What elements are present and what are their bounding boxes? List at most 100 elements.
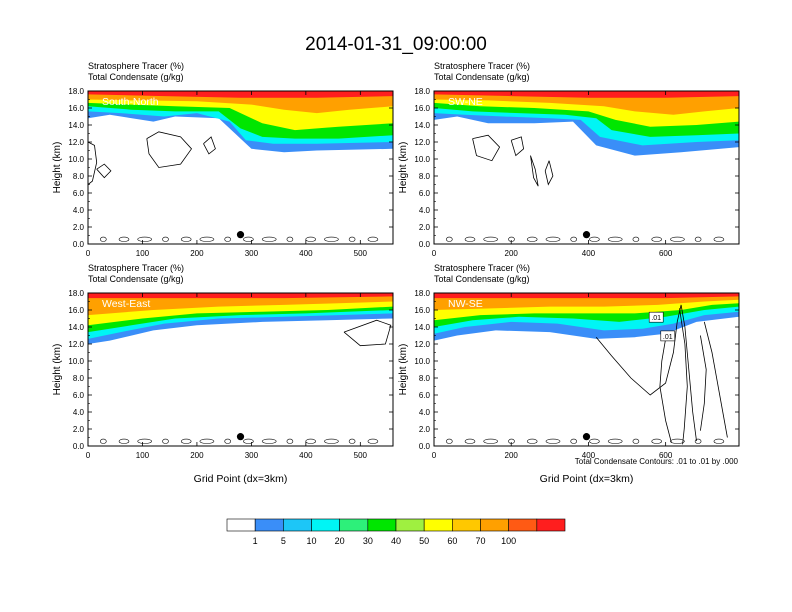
tracer-band-100: [434, 91, 739, 98]
condensate-contour: [651, 236, 663, 242]
condensate-contour: [670, 438, 685, 444]
location-marker: [582, 433, 591, 441]
condensate-contour: [595, 304, 697, 441]
condensate-contour: [483, 236, 499, 242]
y-tick-label: 10.0: [68, 357, 84, 366]
plot-area: [88, 91, 393, 244]
x-axis-label: Grid Point (dx=3km): [540, 473, 634, 485]
condensate-contour: [203, 136, 216, 155]
contour-label: .01: [651, 315, 661, 322]
condensate-contour: [367, 236, 379, 242]
condensate-contour: [118, 438, 130, 444]
condensate-contour: [670, 236, 685, 242]
condensate-contour: [96, 163, 112, 179]
y-tick-label: 6.0: [419, 189, 431, 198]
condensate-contour: [261, 236, 277, 242]
x-tick-label: 100: [136, 451, 150, 460]
condensate-contour: [118, 236, 130, 242]
x-tick-label: 500: [354, 249, 368, 258]
colorbar-label: 20: [335, 536, 345, 546]
condensate-contour: [632, 236, 640, 242]
condensate-contour: [162, 438, 169, 444]
y-tick-label: 12.0: [68, 340, 84, 349]
y-tick-label: 10.0: [68, 155, 84, 164]
x-tick-label: 0: [432, 249, 437, 258]
condensate-contour: [632, 438, 640, 444]
y-tick-label: 12.0: [68, 138, 84, 147]
y-tick-label: 0.0: [419, 240, 431, 249]
y-tick-label: 16.0: [414, 104, 430, 113]
colorbar: 1 5 10 20 30 40 50 60 70 100: [226, 518, 566, 546]
condensate-contour: [348, 236, 356, 242]
y-tick-label: 8.0: [73, 374, 85, 383]
x-tick-label: 300: [245, 451, 259, 460]
condensate-contour: [324, 438, 339, 444]
y-tick-label: 0.0: [73, 442, 85, 451]
y-tick-label: 0.0: [73, 240, 85, 249]
plot-area: [434, 91, 739, 244]
condensate-contour: [589, 236, 600, 242]
x-tick-label: 300: [245, 249, 259, 258]
x-tick-label: 200: [190, 451, 204, 460]
colorbar-label: 10: [306, 536, 316, 546]
contour-label-box: [660, 330, 676, 342]
tracer-band-100: [88, 293, 393, 299]
y-tick-label: 4.0: [73, 408, 85, 417]
y-tick-label: 10.0: [414, 155, 430, 164]
condensate-contour: [694, 438, 702, 444]
condensate-contour: [261, 438, 277, 444]
colorbar-label: 1: [253, 536, 258, 546]
colorbar-label: 40: [391, 536, 401, 546]
condensate-contour: [199, 438, 215, 444]
condensate-contour: [530, 155, 539, 187]
tracer-band-70: [88, 293, 393, 316]
condensate-contour: [483, 438, 499, 444]
y-tick-label: 8.0: [419, 374, 431, 383]
y-tick-label: 10.0: [414, 357, 430, 366]
colorbar-segment: [283, 518, 312, 532]
y-tick-label: 6.0: [73, 189, 85, 198]
x-tick-label: 400: [299, 451, 313, 460]
colorbar-segment: [508, 518, 538, 532]
colorbar-label: 5: [281, 536, 286, 546]
x-tick-label: 600: [659, 451, 673, 460]
condensate-contour: [570, 236, 578, 242]
condensate-contour: [651, 438, 663, 444]
x-tick-label: 0: [86, 451, 91, 460]
condensate-contour: [545, 236, 561, 242]
panel-title-condensate: Total Condensate (g/kg): [88, 274, 184, 284]
location-marker: [236, 433, 245, 441]
condensate-contour: [137, 236, 152, 242]
colorbar-label: 70: [475, 536, 485, 546]
condensate-contour: [510, 136, 525, 157]
location-marker: [236, 231, 245, 239]
x-tick-label: 200: [505, 249, 519, 258]
y-tick-label: 4.0: [419, 206, 431, 215]
x-tick-label: 100: [136, 249, 150, 258]
condensate-contour: [679, 308, 688, 445]
colorbar-label: 30: [363, 536, 373, 546]
contour-label-box: [648, 311, 664, 323]
condensate-contour: [589, 438, 600, 444]
y-tick-label: 6.0: [419, 391, 431, 400]
y-tick-label: 2.0: [419, 425, 431, 434]
condensate-contour: [88, 141, 98, 185]
chart-panel-west-east: Stratosphere Tracer (%)Total Condensate …: [52, 263, 394, 485]
panel-title-tracer: Stratosphere Tracer (%): [88, 263, 184, 273]
colorbar-label: 60: [447, 536, 457, 546]
condensate-contour: [199, 236, 215, 242]
condensate-contour: [464, 438, 476, 444]
y-axis-label: Height (km): [398, 142, 409, 194]
condensate-contour: [100, 438, 107, 444]
condensate-contour: [713, 236, 725, 242]
y-tick-label: 8.0: [73, 172, 85, 181]
colorbar-segment: [395, 518, 425, 532]
y-tick-label: 2.0: [419, 223, 431, 232]
condensate-contour: [700, 335, 707, 431]
chart-panel-sw-ne: Stratosphere Tracer (%)Total Condensate …: [398, 61, 740, 258]
plot-area: [88, 293, 393, 446]
y-tick-label: 8.0: [419, 172, 431, 181]
plot-area: [434, 293, 739, 446]
panel-title-tracer: Stratosphere Tracer (%): [434, 61, 530, 71]
y-tick-label: 4.0: [73, 206, 85, 215]
